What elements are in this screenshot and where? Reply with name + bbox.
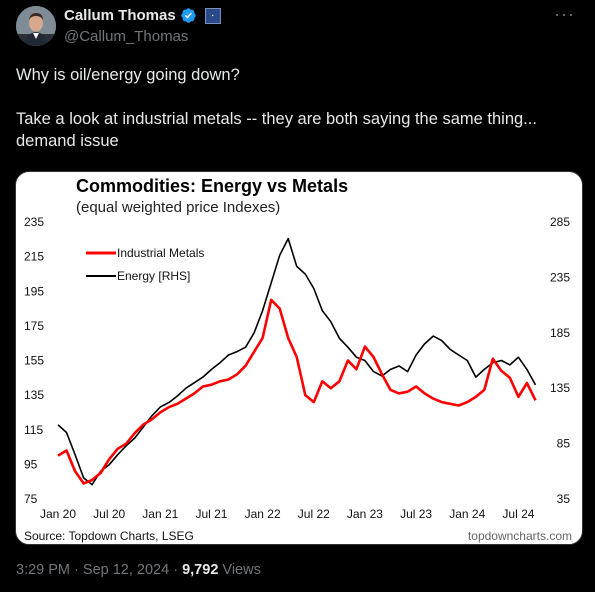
x-tick-label: Jan 23 [347, 507, 383, 521]
y-left-tick-label: 75 [24, 492, 38, 506]
x-tick-label: Jan 21 [142, 507, 178, 521]
y-left-tick-label: 215 [24, 250, 44, 264]
tweet-meta: 3:29 PM · Sep 12, 2024 · 9,792 Views [16, 562, 261, 578]
x-tick-label: Jan 24 [449, 507, 485, 521]
tweet-line-2: Take a look at industrial metals -- they… [16, 110, 537, 150]
series-line-energy [57, 237, 537, 486]
y-right-tick-label: 285 [550, 215, 570, 229]
y-right-tick-label: 85 [557, 437, 571, 451]
chart-legend: Industrial Metals Energy [RHS] [86, 246, 204, 283]
y-left-tick-label: 115 [24, 423, 43, 437]
affiliation-badge-icon[interactable]: ▪ [204, 7, 221, 24]
x-tick-label: Jul 20 [93, 507, 125, 521]
x-tick-label: Jul 21 [195, 507, 227, 521]
author-handle[interactable]: @Callum_Thomas [64, 28, 189, 45]
x-tick-label: Jan 20 [40, 507, 76, 521]
y-right-tick-label: 35 [557, 492, 571, 506]
chart-title: Commodities: Energy vs Metals [76, 176, 348, 196]
x-tick-label: Jan 22 [245, 507, 281, 521]
avatar[interactable] [16, 6, 56, 46]
verified-badge-icon [180, 8, 196, 23]
x-tick-label: Jul 22 [298, 507, 330, 521]
legend-label-metals: Industrial Metals [117, 246, 204, 260]
meta-separator: · [74, 562, 79, 578]
y-left-tick-label: 235 [24, 215, 44, 229]
more-options-icon[interactable]: ··· [554, 4, 575, 24]
y-right-tick-label: 185 [550, 326, 570, 340]
tweet-media-chart[interactable]: Commodities: Energy vs Metals (equal wei… [15, 171, 583, 545]
y-left-tick-label: 195 [24, 284, 44, 298]
avatar-image [16, 6, 56, 46]
author-display-name[interactable]: Callum Thomas [64, 7, 176, 24]
y-right-tick-label: 135 [550, 381, 570, 395]
y-left-tick-label: 135 [24, 388, 44, 402]
views-count: 9,792 [182, 562, 219, 578]
meta-separator-2: · [173, 562, 179, 578]
x-tick-label: Jul 23 [400, 507, 432, 521]
y-left-tick-label: 95 [24, 457, 38, 471]
y-left-tick-label: 155 [24, 354, 44, 368]
tweet-text: Why is oil/energy going down? Take a loo… [16, 64, 581, 152]
chart-subtitle: (equal weighted price Indexes) [76, 199, 280, 216]
x-tick-label: Jul 24 [502, 507, 534, 521]
y-left-tick-label: 175 [24, 319, 44, 333]
views-label: Views [222, 562, 261, 578]
y-right-tick-label: 235 [550, 270, 570, 284]
chart-svg: Commodities: Energy vs Metals (equal wei… [24, 176, 572, 543]
author-name-row: Callum Thomas ▪ [64, 7, 221, 24]
tweet-line-1: Why is oil/energy going down? [16, 66, 240, 84]
legend-label-energy: Energy [RHS] [117, 269, 190, 283]
tweet-time[interactable]: 3:29 PM [16, 562, 70, 578]
tweet-date[interactable]: Sep 12, 2024 [82, 562, 170, 578]
chart-source: Source: Topdown Charts, LSEG [24, 529, 194, 543]
chart-watermark: topdowncharts.com [468, 529, 572, 543]
series-line-metals [57, 298, 537, 485]
